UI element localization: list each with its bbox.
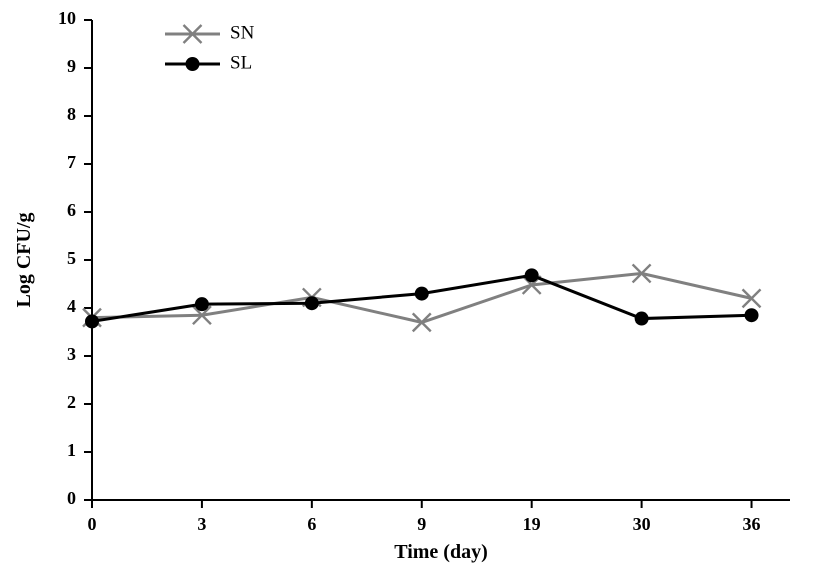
marker-circle bbox=[305, 296, 319, 310]
x-tick-label: 19 bbox=[523, 514, 541, 534]
y-tick-label: 5 bbox=[67, 248, 76, 268]
y-tick-label: 3 bbox=[67, 344, 76, 364]
y-tick-label: 8 bbox=[67, 104, 76, 124]
legend-label: SN bbox=[230, 22, 255, 43]
y-tick-label: 6 bbox=[67, 200, 76, 220]
x-tick-label: 30 bbox=[633, 514, 651, 534]
marker-circle bbox=[415, 287, 429, 301]
x-tick-label: 9 bbox=[417, 514, 426, 534]
marker-circle bbox=[85, 314, 99, 328]
x-axis-label: Time (day) bbox=[394, 541, 488, 563]
x-tick-label: 0 bbox=[88, 514, 97, 534]
y-axis-label: Log CFU/g bbox=[13, 213, 35, 308]
x-tick-label: 36 bbox=[743, 514, 761, 534]
legend-label: SL bbox=[230, 52, 252, 73]
marker-circle bbox=[525, 268, 539, 282]
y-tick-label: 9 bbox=[67, 56, 76, 76]
y-tick-label: 10 bbox=[58, 8, 76, 28]
x-tick-label: 3 bbox=[197, 514, 206, 534]
marker-circle bbox=[745, 308, 759, 322]
x-tick-label: 6 bbox=[307, 514, 316, 534]
y-tick-label: 7 bbox=[67, 152, 76, 172]
chart-svg: 0123456789100369193036Log CFU/gTime (day… bbox=[0, 0, 827, 575]
marker-circle bbox=[195, 297, 209, 311]
y-tick-label: 1 bbox=[67, 440, 76, 460]
y-tick-label: 2 bbox=[67, 392, 76, 412]
marker-circle bbox=[186, 57, 200, 71]
line-chart: 0123456789100369193036Log CFU/gTime (day… bbox=[0, 0, 827, 575]
marker-circle bbox=[635, 312, 649, 326]
y-tick-label: 4 bbox=[67, 296, 76, 316]
y-tick-label: 0 bbox=[67, 488, 76, 508]
